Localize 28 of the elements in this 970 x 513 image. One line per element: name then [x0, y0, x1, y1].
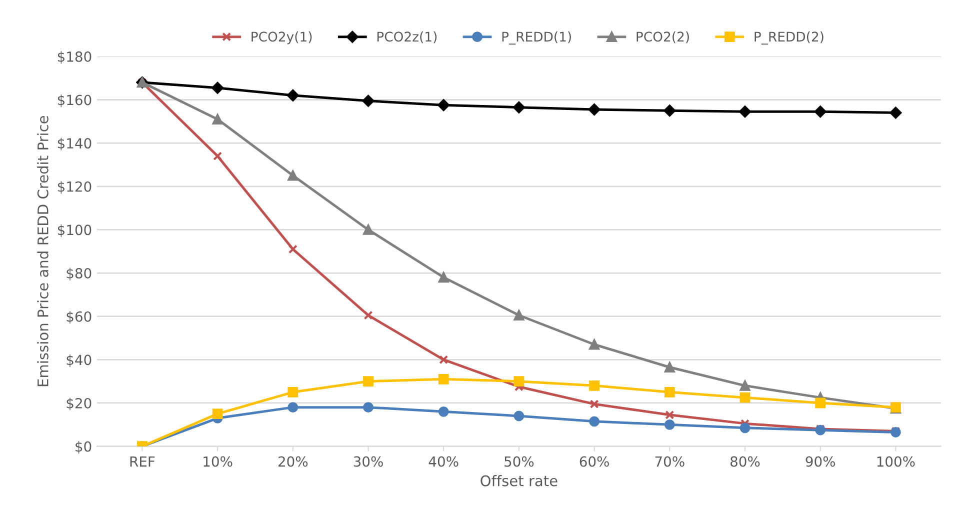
legend-label: P_REDD(1)	[502, 31, 571, 45]
y-tick-label: $180	[58, 51, 92, 64]
y-tick-label: $60	[66, 311, 92, 324]
y-tick-label: $20	[66, 398, 92, 410]
x-tick-label: 80%	[730, 456, 760, 467]
x-tick-label: 60%	[580, 456, 609, 467]
legend-label: PCO2y(1)	[252, 31, 312, 44]
x-tick-label: 90%	[806, 456, 836, 467]
x-tick-label: 20%	[278, 456, 308, 467]
y-tick-label: $40	[66, 354, 92, 367]
y-tick-label: $100	[58, 224, 92, 238]
y-tick-label: $160	[58, 94, 92, 108]
x-tick-label: 10%	[204, 456, 232, 467]
x-tick-label: 40%	[428, 456, 458, 467]
legend-label: P_REDD(2)	[754, 31, 824, 45]
x-tick-label: 50%	[504, 456, 534, 467]
legend-label: PCO2z(1)	[377, 31, 437, 44]
y-tick-label: $0	[76, 441, 92, 454]
legend-label: PCO2(2)	[636, 31, 689, 44]
y-axis-title: Emission Price and REDD Credit Price	[37, 116, 48, 386]
x-tick-label: REF	[130, 456, 155, 467]
x-tick-label: 70%	[655, 456, 684, 467]
y-tick-label: $120	[58, 181, 92, 194]
y-tick-label: $140	[58, 138, 92, 150]
y-tick-label: $80	[66, 268, 92, 280]
x-tick-label: 30%	[354, 456, 383, 467]
x-axis-title: Offset rate	[480, 475, 558, 486]
x-tick-label: 100%	[877, 456, 915, 467]
